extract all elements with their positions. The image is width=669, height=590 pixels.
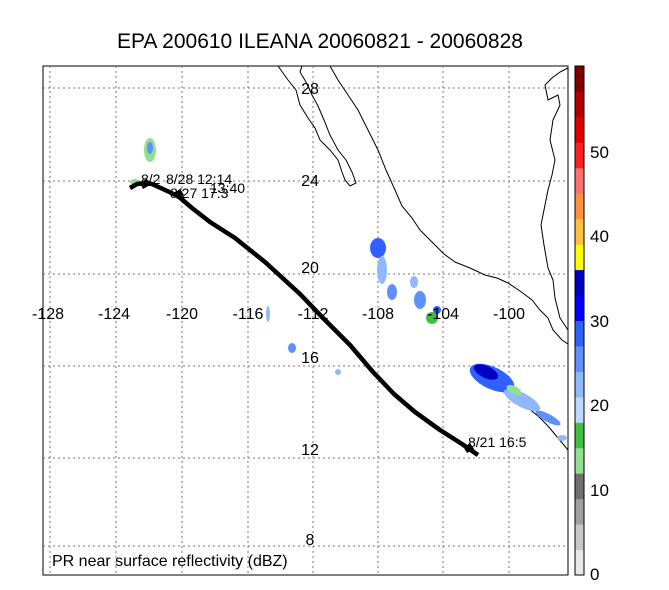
colorbar-segment [575, 142, 584, 169]
track-label-0828: 8/28 12:14 [166, 171, 232, 187]
lat-label: 28 [301, 81, 319, 98]
baja-california-coast [277, 65, 357, 187]
lat-label: 20 [301, 260, 319, 277]
colorbar-segment [575, 91, 584, 118]
colorbar-tick-label: 50 [590, 143, 609, 162]
colorbar-tick-label: 20 [590, 396, 609, 415]
colorbar-tick-label: 10 [590, 481, 609, 500]
lat-label: 24 [301, 173, 319, 190]
lon-label: -100 [493, 306, 525, 323]
storm-track [128, 179, 480, 457]
lat-label: 16 [301, 350, 319, 367]
track-label-1340: 13:40 [210, 180, 245, 196]
track-marker-0827 [174, 189, 184, 199]
colorbar-segment [575, 116, 584, 143]
storm-track-line [128, 180, 480, 457]
colorbar-segment [575, 524, 584, 551]
colorbar-tick-label: 40 [590, 227, 609, 246]
colorbar-segment [575, 498, 584, 525]
track-label-082: 8/2 [141, 171, 161, 187]
colorbar-segment [575, 396, 584, 423]
colorbar-tick-label: 0 [590, 565, 599, 584]
colorbar-segment [575, 66, 584, 92]
colorbar-segment [575, 167, 584, 194]
reflectivity-patches [130, 138, 567, 441]
mexico-mainland-coast [329, 65, 569, 345]
colorbar-segment [575, 244, 584, 271]
coastline [277, 65, 569, 451]
colorbar-segment [575, 345, 584, 372]
colorbar-segment [575, 295, 584, 321]
colorbar-segment [575, 193, 584, 220]
reflectivity-caption: PR near surface reflectivity (dBZ) [52, 553, 288, 570]
lon-label: -116 [233, 306, 264, 323]
lon-label: -112 [298, 306, 329, 323]
track-label-0827: 8/27 17:3 [170, 185, 229, 201]
colorbar-segment [575, 549, 584, 576]
colorbar-segment [575, 473, 584, 500]
colorbar-segment [575, 422, 584, 449]
colorbar-labels: 50 40 30 20 10 0 [590, 143, 609, 584]
track-labels: 8/21 16:5 8/27 17:3 8/2 8/28 12:14 13:40 [141, 171, 527, 450]
lon-label: -124 [98, 306, 130, 323]
lon-label: -128 [32, 306, 64, 323]
colorbar-segment [575, 218, 584, 245]
track-label-start: 8/21 16:5 [468, 434, 527, 450]
colorbar [574, 65, 585, 576]
latitude-labels: 28 24 20 16 12 8 [301, 81, 319, 549]
lon-label: -108 [362, 306, 394, 323]
longitude-labels: -128 -124 -120 -116 -112 -108 -104 -100 [32, 306, 525, 323]
colorbar-segment [575, 269, 584, 296]
colorbar-segment [575, 371, 584, 398]
colorbar-frame [574, 65, 585, 576]
gulf-of-mexico-coast [540, 67, 569, 331]
colorbar-segment [575, 320, 584, 347]
lon-label: -104 [427, 306, 459, 323]
lon-label: -120 [166, 306, 198, 323]
lat-label: 8 [306, 532, 315, 549]
colorbar-tick-label: 30 [590, 312, 609, 331]
lat-label: 12 [301, 442, 319, 459]
map-title: EPA 200610 ILEANA 20060821 - 20060828 [117, 30, 523, 53]
track-marker-0821 [464, 443, 474, 453]
map-frame [42, 65, 569, 576]
track-marker-0828 [140, 179, 150, 189]
colorbar-segment [575, 447, 584, 474]
